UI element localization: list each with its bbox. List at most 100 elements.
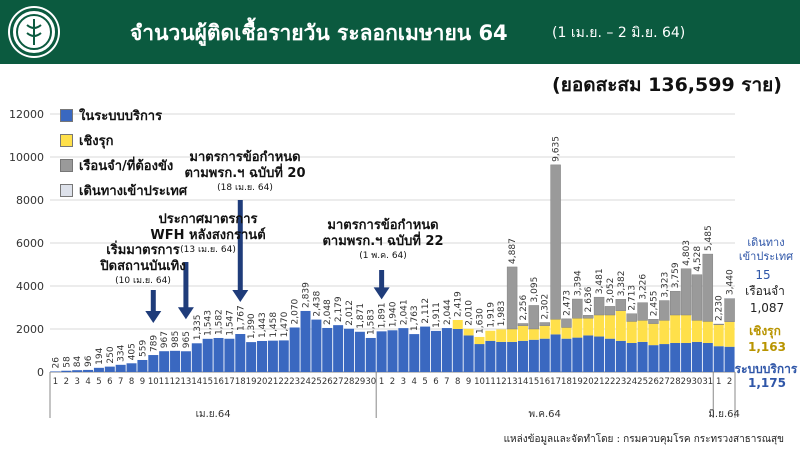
x-tick-label: 6 [433,377,438,387]
legend-label-proactive: เชิงรุก [79,134,114,149]
bar-segment [680,268,692,316]
data-label: 965 [182,331,192,348]
data-label: 1,583 [367,309,377,335]
bar-segment [365,337,376,372]
y-tick-label: 10000 [9,151,44,164]
legend-item-system: ในระบบบริการ [60,103,187,128]
data-label: 1,871 [356,303,366,329]
bar-segment [528,305,540,330]
x-tick-label: 13 [507,377,518,387]
x-tick-label: 2 [64,377,69,387]
legend-swatch-system [60,109,73,122]
bar-segment [159,351,170,372]
bar-segment [615,310,626,341]
cumulative-total: (ยอดสะสม 136,599 ราย) [552,74,782,96]
data-label: 1,919 [486,302,496,328]
annotation-arrowhead [232,290,249,303]
data-label: 4,803 [682,240,692,266]
data-source: แหล่งข้อมูลและจัดทำโดย : กรมควบคุมโรค กร… [503,434,784,445]
data-label: 1,940 [389,301,399,327]
x-tick-label: 16 [213,377,224,387]
bar-segment [463,335,474,372]
bar-segment [572,318,583,338]
bar-segment [528,329,539,340]
x-tick-label: 18 [235,377,246,387]
bar-segment [115,364,126,372]
legend-label-prison: เรือนจำ/ที่ต้องขัง [79,159,174,174]
bar-segment [474,344,485,372]
bar-segment [724,346,735,372]
x-tick-label: 5 [96,377,101,387]
bar-segment [61,370,72,372]
data-label: 2,419 [454,291,464,317]
x-tick-label: 14 [191,377,202,387]
bar-segment [93,367,104,372]
x-tick-label: 4 [85,377,90,387]
x-tick-label: 30 [365,377,376,387]
data-label: 3,382 [617,271,627,297]
x-tick-label: 27 [333,377,344,387]
bar-segment [691,341,702,372]
x-tick-label: 3 [401,377,406,387]
x-tick-label: 1 [53,377,58,387]
data-label: 9,635 [552,136,562,162]
right-label-proactive-value: 1,163 [748,340,786,354]
bar-segment [583,318,594,336]
bar-segment [550,164,561,320]
bar-segment [659,300,670,321]
month-label: พ.ค.64 [529,409,561,420]
bar-segment [561,338,572,372]
data-label: 2,713 [628,285,638,311]
bar-segment [289,327,300,372]
data-label: 2,230 [715,295,725,321]
bar-segment [724,298,735,299]
bar-segment [104,366,115,372]
bar-segment [724,298,735,322]
data-label: 194 [95,347,105,364]
bar-segment [224,338,235,372]
data-label: 1,458 [269,312,279,338]
data-label: 3,052 [606,278,616,304]
bar-segment [702,253,714,322]
bar-segment [267,340,278,372]
y-tick-label: 12000 [9,108,44,121]
bar-segment [626,321,637,343]
legend-swatch-proactive [60,134,73,147]
x-tick-label: 24 [300,377,311,387]
x-tick-label: 8 [455,377,460,387]
data-label: 1,543 [204,310,214,336]
month-label: มิ.ย.64 [708,409,740,420]
bar-segment [637,320,648,342]
bar-segment [648,345,659,372]
bar-segment [235,334,246,372]
bar-segment [637,302,648,321]
data-label: 1,767 [236,305,246,331]
data-label: 2,256 [519,294,529,320]
y-tick-label: 2000 [16,323,44,336]
bar-segment [409,334,420,372]
x-tick-label: 9 [466,377,471,387]
x-tick-label: 27 [659,377,670,387]
x-tick-label: 25 [637,377,648,387]
bar-segment [626,342,637,372]
annotation-arrowhead [177,307,194,320]
bar-segment [702,321,713,343]
x-tick-label: 13 [180,377,191,387]
x-tick-label: 12 [496,377,507,387]
x-tick-label: 31 [702,377,713,387]
x-tick-label: 10 [148,377,159,387]
data-label: 2,048 [323,299,333,325]
bar-segment [180,351,191,372]
bar-segment [550,334,561,372]
right-label-proactive-title: เชิงรุก [749,324,781,338]
x-tick-label: 10 [474,377,485,387]
bar-segment [126,363,137,372]
right-label-prison-value: 1,087 [749,301,785,315]
data-label: 789 [149,335,159,352]
bar-segment [148,355,159,372]
x-tick-label: 2 [727,377,732,387]
data-label: 1,443 [258,312,268,338]
right-label-system-value: 1,175 [748,376,786,390]
x-tick-label: 11 [159,377,170,387]
bar-segment [517,340,528,372]
